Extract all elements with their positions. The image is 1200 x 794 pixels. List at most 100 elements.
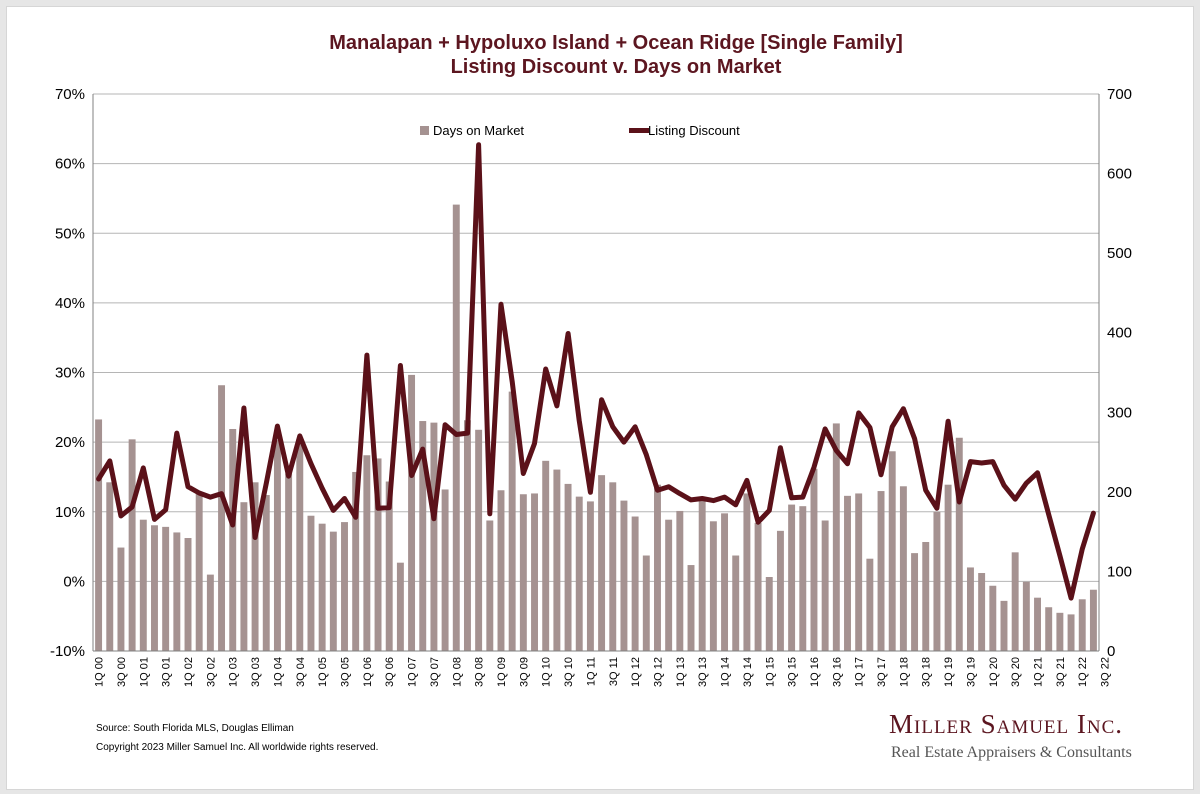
bar-days-on-market (654, 484, 661, 651)
left-axis-tick-label: 60% (55, 156, 85, 173)
point-listing-discount (165, 509, 167, 511)
x-axis-tick-label: 3Q 00 (116, 657, 128, 687)
bar-days-on-market (1067, 614, 1075, 651)
point-listing-discount (645, 454, 647, 456)
bar-days-on-market (855, 493, 863, 651)
bar-days-on-market (698, 499, 706, 651)
point-listing-discount (545, 368, 547, 370)
bar-days-on-market (933, 511, 941, 651)
x-axis-tick-label: 3Q 19 (965, 657, 977, 687)
bar-days-on-market (1000, 600, 1008, 651)
point-listing-discount (578, 420, 580, 422)
bar-days-on-market (676, 510, 684, 651)
x-axis-tick-label: 1Q 06 (362, 657, 374, 687)
x-axis-tick-label: 3Q 16 (831, 657, 843, 687)
point-listing-discount (176, 432, 178, 434)
x-axis-tick-label: 1Q 11 (585, 657, 597, 686)
point-listing-discount (679, 493, 681, 495)
bar-days-on-market (743, 493, 751, 651)
x-axis-tick-label: 1Q 08 (451, 657, 463, 687)
bar-days-on-market (1045, 607, 1053, 651)
point-listing-discount (556, 405, 558, 407)
point-listing-discount (847, 463, 848, 465)
x-axis-tick-label: 1Q 19 (943, 657, 955, 687)
point-listing-discount (634, 426, 636, 428)
point-listing-discount (690, 499, 692, 501)
x-axis-tick-label: 1Q 13 (675, 657, 687, 687)
point-listing-discount (824, 428, 826, 430)
bar-days-on-market (240, 502, 248, 651)
point-listing-discount (612, 426, 614, 428)
x-axis-tick-label: 3Q 03 (250, 657, 262, 687)
point-listing-discount (958, 501, 960, 503)
bar-days-on-market (262, 495, 270, 651)
point-listing-discount (1081, 548, 1083, 550)
bar-days-on-market (598, 475, 606, 651)
x-axis-tick-label: 1Q 07 (407, 657, 419, 687)
point-listing-discount (969, 461, 971, 463)
bar-days-on-market (899, 486, 907, 651)
bars-days-on-market (95, 204, 1097, 651)
point-listing-discount (623, 441, 625, 443)
bar-days-on-market (396, 562, 404, 651)
bar-days-on-market (363, 455, 371, 651)
left-axis-tick-label: 0% (63, 573, 85, 590)
x-axis-tick-label: 3Q 18 (921, 657, 933, 687)
point-listing-discount (310, 463, 312, 465)
listing-discount-line (96, 142, 1096, 601)
point-listing-discount (232, 524, 234, 526)
right-axis-tick-label: 300 (1107, 404, 1132, 421)
bar-days-on-market (754, 522, 762, 651)
bar-days-on-market (419, 421, 427, 651)
bar-days-on-market (765, 576, 773, 651)
bar-days-on-market (151, 525, 158, 651)
bar-days-on-market (307, 515, 315, 651)
x-axis-tick-label: 1Q 10 (541, 657, 553, 687)
point-listing-discount (858, 412, 860, 414)
bar-days-on-market (732, 555, 740, 651)
point-listing-discount (791, 497, 793, 499)
chart-frame: Manalapan + Hypoluxo Island + Ocean Ridg… (6, 6, 1194, 790)
point-listing-discount (399, 365, 401, 367)
point-listing-discount (500, 303, 502, 305)
bar-days-on-market (866, 558, 874, 651)
bar-days-on-market (128, 439, 136, 651)
point-listing-discount (813, 466, 815, 468)
point-listing-discount (355, 516, 357, 518)
left-axis-tick-label: 70% (55, 86, 85, 103)
bar-days-on-market (463, 420, 471, 651)
bar-days-on-market (955, 437, 963, 651)
point-listing-discount (802, 496, 804, 498)
legend-swatch-days-on-market (420, 126, 429, 135)
bar-days-on-market (1022, 581, 1030, 651)
bar-days-on-market (106, 482, 114, 651)
point-listing-discount (411, 475, 413, 477)
point-listing-discount (712, 500, 714, 502)
bar-days-on-market (877, 491, 885, 651)
bar-days-on-market (944, 484, 952, 651)
right-axis-tick-label: 200 (1107, 484, 1132, 501)
point-listing-discount (120, 515, 122, 517)
point-listing-discount (869, 427, 871, 429)
bar-days-on-market (832, 423, 840, 651)
point-listing-discount (1025, 482, 1027, 484)
x-axis-tick-label: 3Q 21 (1055, 657, 1067, 687)
x-axis-tick-label: 3Q 07 (429, 657, 441, 687)
point-listing-discount (511, 381, 513, 383)
point-listing-discount (522, 472, 524, 474)
bar-days-on-market (922, 541, 930, 651)
brand-logo-name: Miller Samuel Inc. (889, 709, 1124, 739)
bar-days-on-market (642, 555, 650, 651)
x-axis-tick-label: 1Q 02 (183, 657, 195, 687)
x-axis-tick-label: 3Q 08 (474, 657, 486, 687)
x-axis-tick-label: 1Q 21 (1033, 657, 1045, 687)
bar-days-on-market (519, 494, 527, 651)
bar-days-on-market (553, 469, 561, 651)
bar-days-on-market (609, 482, 617, 651)
point-listing-discount (880, 474, 882, 476)
bar-days-on-market (374, 458, 382, 651)
point-listing-discount (1059, 555, 1061, 557)
bar-days-on-market (888, 451, 896, 651)
point-listing-discount (656, 489, 658, 491)
bar-days-on-market (95, 419, 103, 651)
